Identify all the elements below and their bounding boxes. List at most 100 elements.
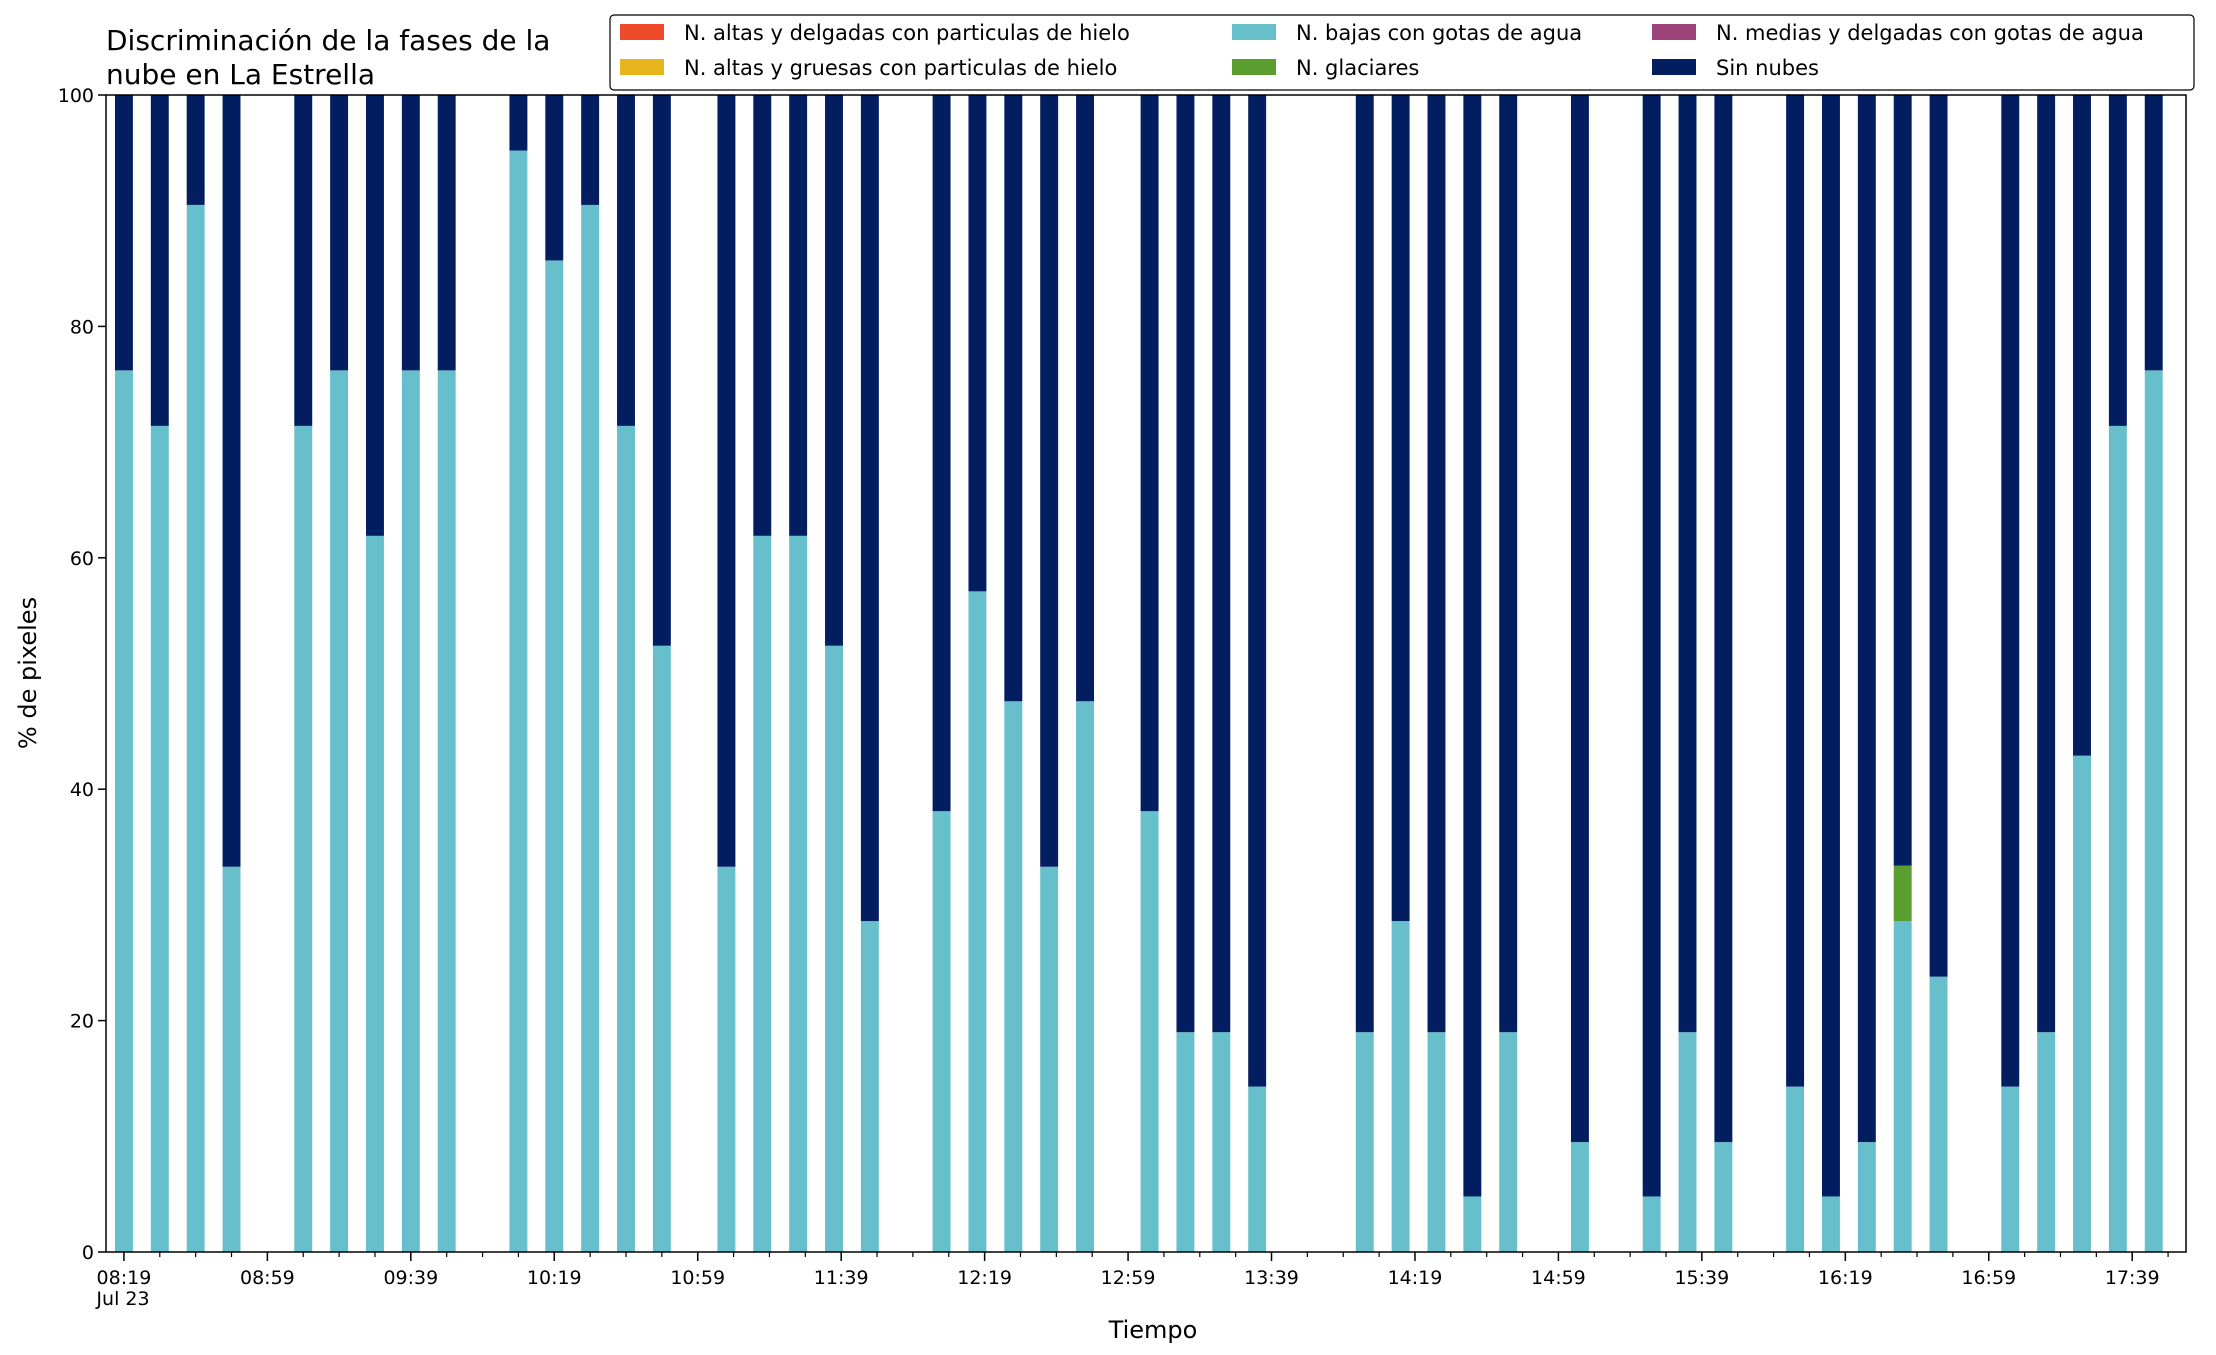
legend-swatch-5	[1652, 59, 1696, 75]
bar-segment-20-s5	[968, 95, 987, 592]
bar-segment-7-s5	[401, 95, 420, 371]
bar-segment-29-s5	[1391, 95, 1410, 922]
bar-segment-37-s2	[1786, 1086, 1805, 1252]
bar-segment-4-s2	[294, 425, 313, 1252]
x-tick-label-10:19: 10:19	[527, 1267, 582, 1289]
y-tick-label-40: 40	[70, 779, 94, 801]
x-axis: 08:19 08:59 09:39 10:19 10:59 11:39 12:19 12:59…	[97, 1252, 2169, 1289]
plot-frame	[105, 94, 2187, 1253]
bar-segment-34-s5	[1642, 95, 1661, 1197]
bar-segment-39-s2	[1857, 1142, 1876, 1252]
bar-segment-40-s5	[1893, 95, 1912, 866]
bar-segment-36-s2	[1714, 1142, 1733, 1252]
y-tick-label-60: 60	[70, 548, 94, 570]
bar-segment-41-s5	[1929, 95, 1948, 977]
bar-segment-28-s5	[1355, 95, 1374, 1033]
bar-segment-32-s5	[1499, 95, 1518, 1033]
bar-segment-16-s5	[789, 95, 808, 536]
bar-segment-33-s2	[1570, 1142, 1589, 1252]
bar-segment-7-s2	[401, 370, 420, 1252]
bar-segment-12-s2	[617, 425, 635, 1252]
x-tick-label-08:59: 08:59	[240, 1267, 295, 1289]
y-tick-label-100: 100	[58, 85, 94, 107]
bar-segment-42-s2	[2001, 1086, 2020, 1252]
bar-segment-4-s5	[294, 95, 313, 426]
chart-title-line-1: Discriminación de la fases de la	[106, 24, 550, 57]
bar-segment-36-s5	[1714, 95, 1733, 1143]
bar-segment-28-s2	[1355, 1032, 1374, 1252]
bar-segment-2-s5	[186, 95, 205, 205]
x-tick-label-16:19: 16:19	[1818, 1267, 1873, 1289]
chart-title-line-2: nube en La Estrella	[106, 58, 375, 91]
bar-segment-6-s5	[366, 95, 384, 536]
bar-segment-30-s2	[1427, 1032, 1446, 1252]
bar-segment-25-s5	[1176, 95, 1195, 1033]
bar-segment-17-s5	[825, 95, 843, 646]
bar-segment-44-s2	[2073, 755, 2091, 1252]
bar-segment-29-s2	[1391, 921, 1410, 1252]
bar-segment-43-s2	[2037, 1032, 2056, 1252]
bar-segment-30-s5	[1427, 95, 1446, 1033]
bar-segment-5-s2	[330, 370, 349, 1252]
bar-segment-41-s2	[1929, 976, 1948, 1252]
bar-segment-8-s2	[437, 370, 456, 1252]
y-tick-label-0: 0	[82, 1242, 94, 1264]
bar-segment-21-s5	[1004, 95, 1023, 702]
bar-segment-46-s5	[2144, 95, 2163, 371]
legend-label-5: Sin nubes	[1716, 56, 1819, 80]
legend-swatch-0	[620, 24, 664, 40]
bar-segment-8-s5	[437, 95, 456, 371]
x-tick-label-10:59: 10:59	[670, 1267, 725, 1289]
bar-segment-14-s2	[717, 866, 736, 1252]
x-tick-label-08:19: 08:19	[97, 1267, 152, 1289]
bar-segment-22-s2	[1040, 866, 1059, 1252]
bar-segment-45-s2	[2108, 425, 2127, 1252]
y-axis-label: % de pixeles	[14, 597, 42, 749]
bar-segment-3-s5	[222, 95, 241, 867]
bar-segment-26-s5	[1212, 95, 1231, 1033]
legend-swatch-1	[620, 59, 664, 75]
bar-segment-22-s5	[1040, 95, 1059, 867]
bar-segment-1-s5	[150, 95, 169, 426]
bar-segment-45-s5	[2108, 95, 2127, 426]
bar-segment-13-s2	[652, 645, 671, 1252]
x-tick-label-12:19: 12:19	[957, 1267, 1012, 1289]
bar-segment-11-s2	[581, 204, 600, 1252]
bar-segment-23-s2	[1076, 701, 1094, 1252]
bar-segment-31-s5	[1463, 95, 1482, 1197]
bar-segment-0-s2	[114, 370, 133, 1252]
x-tick-label-09:39: 09:39	[383, 1267, 438, 1289]
legend-label-1: N. altas y gruesas con particulas de hie…	[684, 56, 1117, 80]
bar-segment-40-s2	[1893, 921, 1912, 1252]
x-tick-label-11:39: 11:39	[814, 1267, 869, 1289]
y-axis: 0 20 40 60 80 100	[58, 85, 106, 1264]
bar-segment-11-s5	[581, 95, 600, 205]
bar-segment-20-s2	[968, 591, 987, 1252]
bar-segment-9-s2	[509, 150, 528, 1252]
x-tick-label-17:39: 17:39	[2105, 1267, 2160, 1289]
bar-segment-14-s5	[717, 95, 736, 867]
legend-swatch-3	[1232, 59, 1276, 75]
bar-segment-2-s2	[186, 204, 205, 1252]
bar-segment-35-s2	[1678, 1032, 1697, 1252]
bar-segment-19-s2	[932, 811, 951, 1252]
bars-group	[114, 95, 2163, 1252]
legend: N. altas y delgadas con particulas de hi…	[609, 14, 2195, 91]
x-tick-label-13:39: 13:39	[1244, 1267, 1299, 1289]
bar-segment-33-s5	[1570, 95, 1589, 1143]
bar-segment-25-s2	[1176, 1032, 1195, 1252]
bar-segment-38-s2	[1822, 1196, 1840, 1252]
bar-segment-40-s3	[1893, 865, 1912, 922]
bar-segment-10-s5	[545, 95, 564, 261]
bar-segment-39-s5	[1857, 95, 1876, 1143]
x-tick-label-14:59: 14:59	[1531, 1267, 1586, 1289]
legend-label-2: N. bajas con gotas de agua	[1296, 21, 1582, 45]
y-tick-label-80: 80	[70, 316, 94, 338]
bar-segment-15-s2	[753, 535, 772, 1252]
bar-segment-32-s2	[1499, 1032, 1518, 1252]
bar-segment-27-s2	[1248, 1086, 1267, 1252]
bar-segment-21-s2	[1004, 701, 1023, 1252]
bar-segment-5-s5	[330, 95, 349, 371]
bar-segment-35-s5	[1678, 95, 1697, 1033]
